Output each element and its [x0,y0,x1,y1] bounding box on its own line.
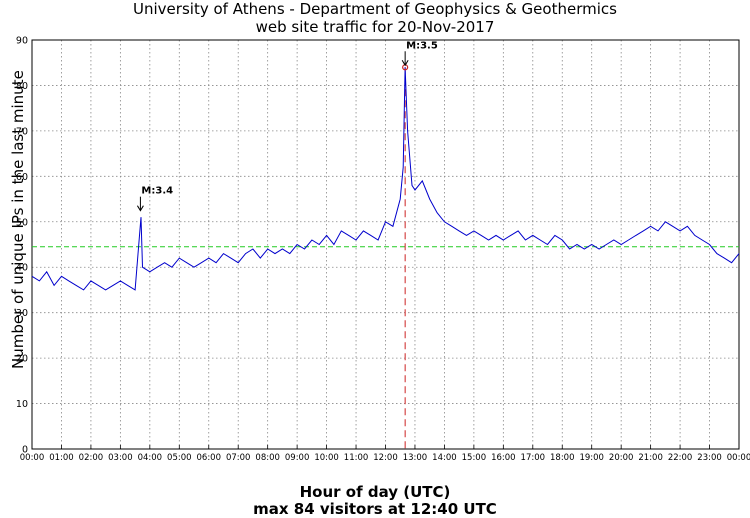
x-tick-label: 03:00 [108,453,133,463]
x-tick-label: 17:00 [521,453,546,463]
x-tick-label: 10:00 [314,453,339,463]
marks: M:3.4 M:3.5 [136,40,438,212]
x-tick-label: 11:00 [344,453,369,463]
x-tick-label: 23:00 [697,453,722,463]
y-tick-label: 0 [22,445,28,456]
y-tick-label: 70 [16,126,28,137]
annotation-arrowhead [136,205,144,212]
x-tick-label: 14:00 [432,453,457,463]
annotation-label: M:3.4 [141,186,173,197]
x-tick-label: 18:00 [550,453,575,463]
annotation-arrowhead [401,60,409,67]
x-tick-label: 00:00 [727,453,750,463]
axes: 0 10 20 30 40 50 60 70 80 90 00:00 01:00 02:00 03:00 0… [16,36,750,464]
chart-title: University of Athens - Department of Geo… [133,0,617,18]
x-tick-label: 02:00 [79,453,104,463]
x-tick-label: 21:00 [638,453,663,463]
y-tick-label: 20 [16,354,28,365]
x-tick-label: 13:00 [403,453,428,463]
y-tick-label: 60 [16,172,28,183]
x-tick-label: 07:00 [226,453,251,463]
grid [32,40,739,449]
x-tick-label: 20:00 [609,453,634,463]
series-line [31,67,740,291]
plot-area [31,67,740,449]
y-tick-label: 40 [16,263,28,274]
y-tick-label: 10 [16,399,28,410]
x-tick-label: 15:00 [462,453,487,463]
x-tick-label: 09:00 [285,453,310,463]
x-tick-label: 19:00 [579,453,604,463]
chart-footer: max 84 visitors at 12:40 UTC [253,500,497,518]
y-tick-label: 30 [16,308,28,319]
x-axis-label: Hour of day (UTC) [299,483,451,501]
x-tick-label: 12:00 [373,453,398,463]
plot-frame [31,39,740,450]
x-tick-label: 01:00 [49,453,74,463]
x-tick-label: 08:00 [255,453,280,463]
annotation-label: M:3.5 [406,40,438,51]
x-tick-label: 06:00 [197,453,222,463]
chart-subtitle: web site traffic for 20-Nov-2017 [255,18,495,36]
x-tick-label: 22:00 [668,453,693,463]
x-tick-label: 16:00 [491,453,516,463]
x-tick-label: 05:00 [167,453,192,463]
x-tick-label: 04:00 [138,453,163,463]
y-tick-label: 90 [16,36,28,47]
y-tick-label: 80 [16,81,28,92]
x-tick-label: 00:00 [20,453,45,463]
y-tick-label: 50 [16,217,28,228]
